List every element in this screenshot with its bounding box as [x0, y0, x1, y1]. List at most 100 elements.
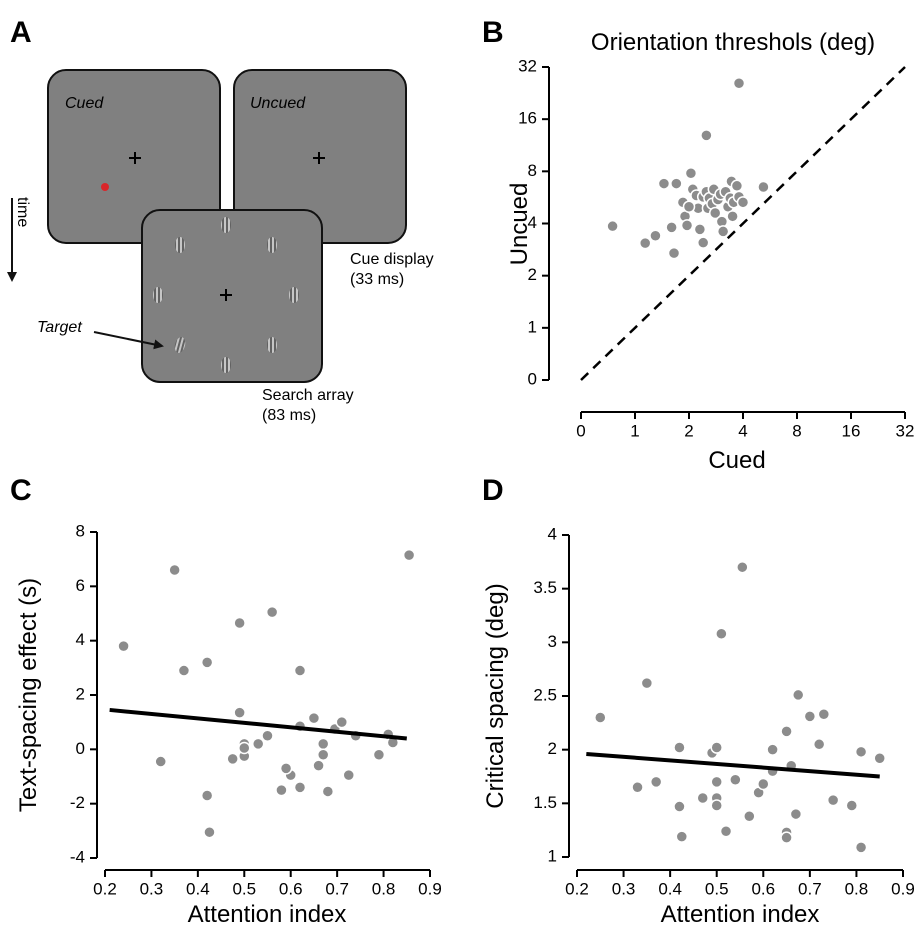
- point: [780, 831, 793, 844]
- panel: D Attention index Critical spacing (deg) 1 1…: [482, 474, 915, 928]
- point: [251, 737, 265, 751]
- point: [238, 741, 251, 755]
- x-tick-label: 0.2: [565, 879, 589, 898]
- point: [732, 76, 746, 90]
- point: [757, 180, 770, 194]
- x-tick-label: 0.8: [845, 879, 869, 898]
- point: [670, 177, 683, 190]
- point: [757, 777, 770, 791]
- x-tick-label: 0: [576, 421, 585, 440]
- point: [854, 745, 868, 759]
- point: [316, 748, 330, 762]
- point: [700, 129, 713, 142]
- x-tick-label: 16: [842, 421, 861, 440]
- x-tick-label: 0.6: [279, 879, 303, 898]
- x-tick-label: 32: [896, 421, 915, 440]
- point: [684, 166, 698, 180]
- point: [736, 196, 750, 209]
- y-tick-label: 3.5: [533, 578, 557, 597]
- point: [696, 236, 710, 249]
- fixation-cross: [129, 152, 141, 164]
- point: [766, 743, 779, 756]
- point: [710, 741, 723, 754]
- uncued-label: Uncued: [250, 95, 306, 112]
- search-array-label: Search array: [262, 387, 354, 404]
- x-axis-label: Cued: [708, 447, 765, 474]
- panel: B Orientation threshols (deg) Cued Uncued 0 1…: [482, 16, 914, 474]
- point: [117, 639, 130, 653]
- y-axis-label: Text-spacing effect (s): [15, 578, 42, 812]
- point: [696, 791, 709, 805]
- x-tick-label: 0.7: [798, 879, 822, 898]
- point: [710, 775, 723, 789]
- point: [638, 236, 652, 250]
- y-tick-label: 1: [528, 317, 537, 336]
- x-tick-label: 0.4: [658, 879, 682, 898]
- y-tick-label: 32: [518, 56, 537, 75]
- point: [657, 177, 671, 190]
- cue-display-label: Cue display: [350, 251, 434, 268]
- cued-label: Cued: [65, 95, 104, 112]
- point: [791, 688, 805, 702]
- gabor-patches: [153, 217, 299, 373]
- point: [168, 563, 181, 577]
- x-tick-label: 1: [630, 421, 639, 440]
- y-tick-label: 4: [528, 213, 537, 232]
- point: [649, 229, 662, 242]
- point: [873, 752, 886, 765]
- point: [203, 825, 216, 839]
- x-tick-label: 0.5: [232, 879, 256, 898]
- cue-dot: [101, 183, 109, 191]
- x-tick-label: 8: [792, 421, 801, 440]
- point: [154, 755, 167, 768]
- point: [293, 781, 307, 794]
- panel-a: A Cued Uncued time Target Cue display (3…: [7, 16, 434, 424]
- y-tick-label: 2: [528, 265, 537, 284]
- panel-letter: A: [10, 16, 32, 49]
- fixation-cross: [220, 289, 232, 301]
- y-tick-label: -4: [70, 847, 85, 866]
- y-tick-label: 2.5: [533, 685, 557, 704]
- x-tick-label: 0.4: [186, 879, 210, 898]
- point: [780, 725, 793, 738]
- point: [719, 824, 733, 838]
- chart-title: Orientation threshols (deg): [591, 29, 875, 56]
- target-label: Target: [37, 319, 82, 336]
- x-tick-label: 0.7: [325, 879, 349, 898]
- y-tick-label: 0: [528, 369, 537, 388]
- point: [817, 707, 831, 721]
- point: [226, 752, 239, 766]
- point: [845, 799, 859, 812]
- point: [682, 200, 696, 213]
- y-tick-label: 3: [548, 632, 557, 651]
- point: [693, 223, 707, 236]
- point: [321, 785, 335, 798]
- y-tick-label: 0: [76, 739, 85, 758]
- point: [275, 783, 288, 797]
- x-axis-label: Attention index: [188, 901, 347, 928]
- y-tick-label: 8: [76, 521, 85, 540]
- y-tick-label: 1: [548, 846, 557, 865]
- point: [726, 210, 739, 223]
- point: [715, 627, 728, 640]
- x-tick-label: 0.9: [891, 879, 915, 898]
- point: [316, 737, 330, 751]
- x-tick-label: 0.9: [418, 879, 442, 898]
- time-label: time: [14, 197, 31, 227]
- x-tick-label: 0.3: [612, 879, 636, 898]
- point: [803, 710, 817, 723]
- panel: C Attention index Text-spacing effect (s) -…: [10, 474, 442, 928]
- point: [716, 225, 730, 238]
- y-tick-label: 4: [548, 524, 557, 543]
- point: [667, 246, 681, 260]
- point: [826, 793, 840, 807]
- cue-duration-label: (33 ms): [350, 271, 404, 288]
- point: [673, 741, 686, 754]
- y-axis-label: Uncued: [506, 183, 533, 266]
- point: [649, 775, 663, 789]
- point: [372, 748, 386, 762]
- x-tick-label: 0.2: [93, 879, 117, 898]
- x-tick-label: 4: [738, 421, 747, 440]
- y-tick-label: 2: [548, 739, 557, 758]
